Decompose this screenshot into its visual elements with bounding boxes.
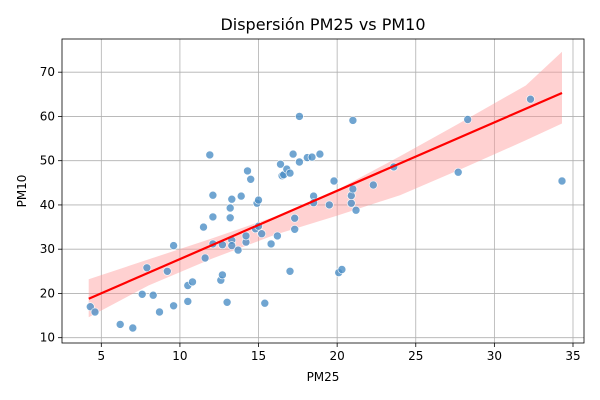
- x-tick-label: 25: [408, 349, 423, 363]
- data-point: [557, 176, 567, 186]
- data-point: [137, 289, 147, 299]
- y-tick-label: 40: [40, 198, 55, 212]
- data-point: [241, 231, 251, 241]
- data-point: [526, 94, 535, 104]
- data-point: [163, 266, 172, 276]
- data-point: [315, 149, 325, 159]
- data-point: [225, 213, 235, 223]
- data-point: [208, 212, 218, 222]
- regression-line-group: [88, 91, 563, 300]
- x-tick-label: 30: [487, 349, 502, 363]
- data-point: [290, 213, 300, 223]
- y-tick-label: 60: [40, 109, 55, 123]
- data-point: [236, 191, 246, 201]
- x-tick-label: 35: [565, 349, 580, 363]
- confidence-band-group: [88, 51, 562, 318]
- x-axis-label: PM25: [307, 370, 340, 384]
- data-point: [155, 307, 164, 317]
- data-point: [227, 194, 237, 204]
- data-point: [218, 270, 227, 280]
- confidence-band: [88, 51, 562, 318]
- data-point: [346, 198, 356, 208]
- y-axis-label: PM10: [15, 175, 29, 208]
- data-point: [295, 112, 304, 121]
- y-tick-label: 70: [40, 65, 55, 79]
- y-axis-ticks: 10 20 30 40 50 60 70: [40, 65, 62, 345]
- data-point: [115, 320, 125, 329]
- data-point: [183, 297, 193, 306]
- y-tick-label: 50: [40, 154, 55, 168]
- x-tick-label: 15: [251, 349, 266, 363]
- data-point: [273, 231, 282, 241]
- grid-lines: [62, 39, 584, 343]
- data-point: [254, 195, 263, 205]
- data-point: [169, 301, 178, 311]
- data-point: [246, 175, 255, 184]
- data-point: [227, 241, 237, 250]
- data-point: [260, 298, 270, 308]
- data-point: [222, 297, 232, 307]
- data-point: [348, 116, 358, 125]
- plot-frame: [61, 38, 585, 344]
- data-point: [324, 200, 334, 210]
- data-point: [285, 266, 295, 276]
- data-point: [243, 166, 252, 176]
- data-point: [90, 307, 100, 317]
- data-point: [290, 225, 300, 234]
- x-tick-label: 20: [330, 349, 345, 363]
- data-point: [225, 203, 235, 213]
- data-point: [337, 265, 347, 274]
- regression-line: [88, 91, 563, 300]
- data-point: [188, 277, 197, 287]
- data-point: [329, 176, 339, 186]
- data-point: [257, 229, 267, 238]
- data-point: [233, 245, 243, 255]
- data-point: [453, 167, 463, 177]
- y-tick-label: 10: [40, 331, 55, 345]
- x-tick-label: 10: [172, 349, 187, 363]
- data-point: [307, 152, 317, 162]
- data-point: [288, 149, 298, 159]
- y-tick-label: 30: [40, 242, 55, 256]
- data-point: [295, 157, 304, 167]
- data-point: [199, 222, 208, 232]
- data-point: [128, 323, 138, 333]
- data-point: [208, 190, 218, 200]
- data-point: [276, 159, 285, 169]
- data-point: [205, 150, 215, 160]
- data-point: [169, 241, 178, 250]
- data-point: [266, 239, 276, 249]
- data-point: [351, 205, 361, 215]
- data-point: [200, 253, 210, 263]
- chart-title: Dispersión PM25 vs PM10: [220, 15, 425, 34]
- x-axis-ticks: 5 10 15 20 25 30 35: [97, 343, 581, 363]
- data-point: [368, 180, 378, 190]
- y-tick-label: 20: [40, 286, 55, 300]
- data-point: [148, 290, 158, 300]
- data-point: [463, 115, 473, 124]
- x-tick-label: 5: [97, 349, 105, 363]
- data-point: [142, 263, 152, 273]
- data-point: [285, 168, 295, 178]
